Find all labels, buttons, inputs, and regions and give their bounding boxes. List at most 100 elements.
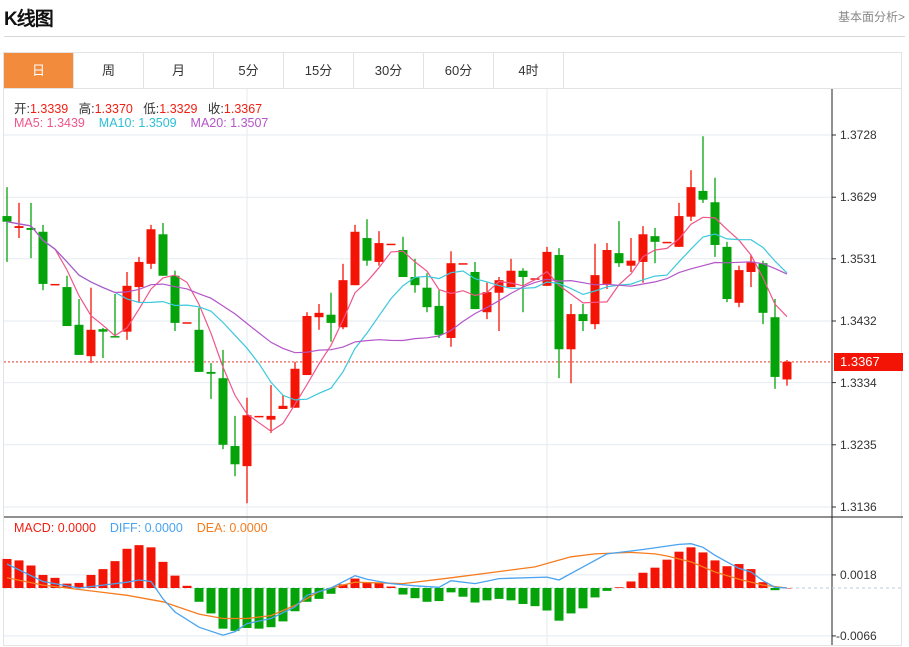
candle-up	[182, 322, 192, 324]
tab-15min[interactable]: 15分	[284, 53, 354, 88]
candle-down	[518, 270, 528, 278]
macd-bar	[158, 561, 168, 588]
macd-bar	[254, 588, 264, 629]
ma10-value: MA10: 1.3509	[98, 116, 177, 130]
page-title: K线图	[4, 9, 54, 30]
tab-30min[interactable]: 30分	[354, 53, 424, 88]
macd-bar	[590, 588, 600, 598]
period-tabs: 日 周 月 5分 15分 30分 60分 4时	[4, 53, 902, 89]
candle-up	[302, 315, 312, 376]
divider	[4, 36, 905, 37]
tab-60min[interactable]: 60分	[424, 53, 494, 88]
candle-up	[506, 270, 516, 288]
candle-down	[2, 216, 12, 222]
candle-down	[158, 234, 168, 276]
candle-up	[734, 270, 744, 303]
macd-bar	[602, 588, 612, 591]
macd-bar	[554, 588, 564, 621]
candle-down	[722, 246, 732, 300]
high-value: 1.3370	[94, 102, 133, 116]
candle-down	[554, 255, 564, 350]
macd-bar	[662, 559, 672, 588]
macd-bar	[446, 588, 456, 593]
candle-down	[710, 202, 720, 245]
candle-up	[686, 187, 696, 217]
macd-bar	[626, 581, 636, 588]
tab-day[interactable]: 日	[4, 53, 74, 88]
macd-bar	[482, 588, 492, 601]
tab-week[interactable]: 周	[74, 53, 144, 88]
candle-up	[14, 226, 24, 228]
candle-down	[38, 231, 48, 284]
macd-bar	[74, 582, 84, 588]
macd-bar	[386, 586, 396, 588]
candle-up	[602, 249, 612, 284]
macd-bar	[98, 569, 108, 588]
tab-5min[interactable]: 5分	[214, 53, 284, 88]
ma20-line	[6, 221, 788, 354]
candle-up	[50, 283, 60, 286]
candle-down	[578, 314, 588, 321]
candle-up	[134, 261, 144, 288]
macd-bar	[170, 575, 180, 588]
candle-up	[494, 280, 504, 293]
macd-bar	[218, 588, 228, 629]
candle-up	[242, 415, 252, 467]
macd-bar	[686, 547, 696, 588]
ma10-line	[6, 221, 788, 401]
macd-bar	[242, 588, 252, 628]
macd-bar	[338, 584, 348, 588]
fundamental-analysis-link[interactable]: 基本面分析>	[837, 10, 905, 24]
candle-up	[590, 275, 600, 325]
candle-up	[86, 329, 96, 357]
macd-bar	[530, 588, 540, 607]
tab-4hour[interactable]: 4时	[494, 53, 564, 88]
candle-down	[98, 329, 108, 332]
macd-bar	[746, 569, 756, 588]
macd-bar	[398, 588, 408, 595]
candle-down	[398, 249, 408, 278]
candle-up	[542, 251, 552, 286]
tab-month[interactable]: 月	[144, 53, 214, 88]
candle-down	[770, 317, 780, 377]
candle-down	[614, 253, 624, 264]
macd-bar	[770, 588, 780, 591]
candle-down	[206, 371, 216, 374]
candle-down	[470, 271, 480, 310]
diff-value: DIFF: 0.0000	[109, 521, 183, 535]
candle-up	[386, 243, 396, 246]
candle-down	[110, 336, 120, 338]
macd-bar	[506, 588, 516, 601]
macd-bar	[458, 588, 468, 597]
candle-up	[314, 312, 324, 318]
macd-tick: -0.0066	[836, 629, 877, 643]
candle-up	[638, 234, 648, 262]
ma20-value: MA20: 1.3507	[190, 116, 269, 130]
macd-bar	[542, 588, 552, 611]
current-price-tag: 1.3367	[834, 353, 903, 371]
candle-down	[650, 236, 660, 242]
candle-up	[782, 361, 792, 380]
price-tick: 1.3629	[840, 190, 877, 204]
low-value: 1.3329	[159, 102, 198, 116]
candle-down	[26, 227, 36, 230]
open-value: 1.3339	[29, 102, 69, 116]
macd-bar	[182, 585, 192, 588]
price-tick: 1.3136	[840, 500, 877, 514]
candle-down	[62, 287, 72, 327]
macd-bar	[698, 552, 708, 588]
macd-bar	[50, 577, 60, 588]
macd-bar	[326, 588, 336, 594]
macd-bar	[350, 578, 360, 588]
candle-down	[194, 329, 204, 372]
price-tick: 1.3432	[840, 314, 877, 328]
macd-bar	[278, 588, 288, 622]
macd-bar	[110, 561, 120, 588]
candle-down	[326, 314, 336, 323]
macd-bar	[422, 588, 432, 602]
price-tick: 1.3531	[840, 252, 877, 266]
macd-bar	[266, 588, 276, 628]
candle-down	[218, 378, 228, 445]
candle-up	[482, 292, 492, 313]
